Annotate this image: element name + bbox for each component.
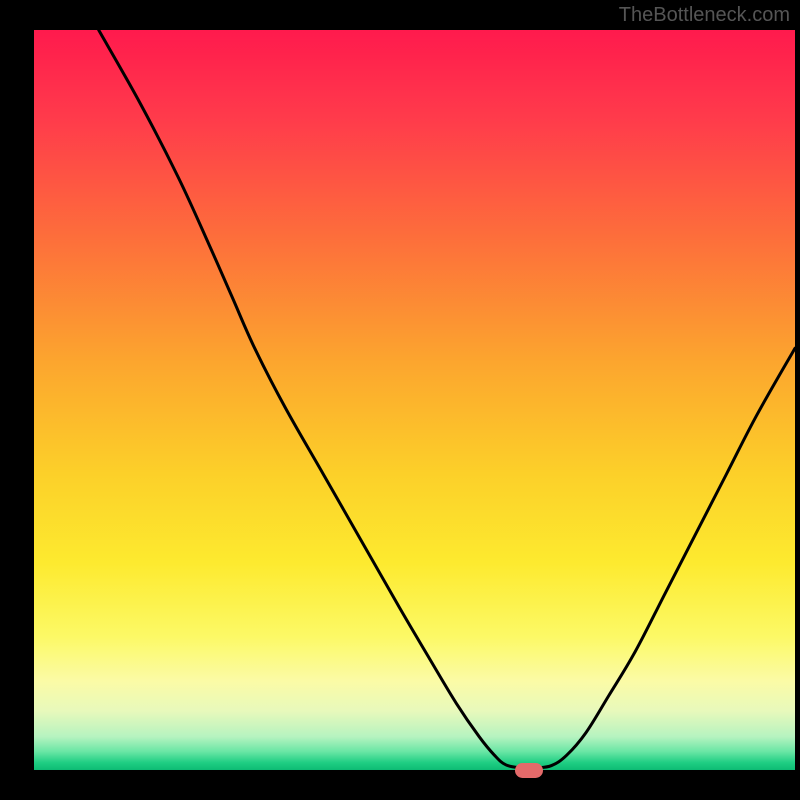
optimal-marker — [515, 763, 543, 778]
watermark-text: TheBottleneck.com — [619, 4, 790, 27]
chart-plot-area — [34, 30, 795, 770]
gradient-background — [34, 30, 795, 770]
chart-svg — [34, 30, 795, 770]
